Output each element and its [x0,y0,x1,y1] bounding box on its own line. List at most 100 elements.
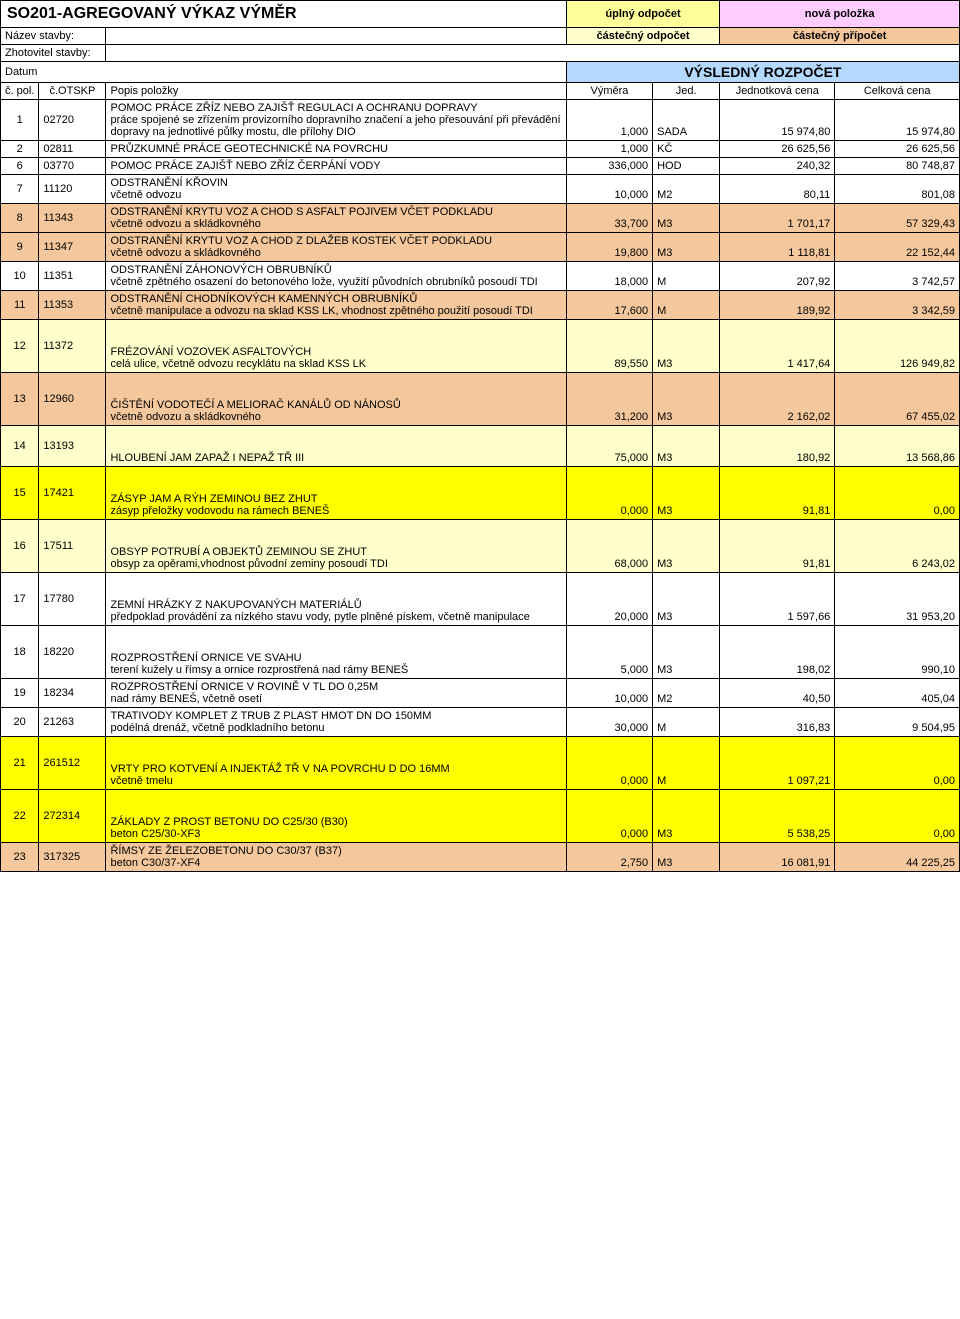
zhotovitel-label: Zhotovitel stavby: [1,45,106,62]
cell-otskp: 18220 [39,626,106,679]
cell-pol: 15 [1,467,39,520]
cell-pol: 7 [1,175,39,204]
cell-pol: 10 [1,262,39,291]
header-row-1: SO201-AGREGOVANÝ VÝKAZ VÝMĚR úplný odpoč… [1,1,960,28]
table-row: 202811PRŮZKUMNÉ PRÁCE GEOTECHNICKÉ NA PO… [1,141,960,158]
cell-otskp: 11351 [39,262,106,291]
cell-popis: ZÁSYP JAM A RÝH ZEMINOU BEZ ZHUT zásyp p… [106,467,566,520]
cell-vymera: 33,700 [566,204,652,233]
cell-ccena: 22 152,44 [835,233,960,262]
table-row: 22272314ZÁKLADY Z PROST BETONU DO C25/30… [1,790,960,843]
table-row: 811343ODSTRANĚNÍ KRYTU VOZ A CHOD S ASFA… [1,204,960,233]
cell-popis: ČIŠTĚNÍ VODOTEČÍ A MELIORAČ KANÁLŮ OD NÁ… [106,373,566,426]
cell-jcena: 198,02 [720,626,835,679]
cell-vymera: 20,000 [566,573,652,626]
cell-jed: M3 [653,467,720,520]
cell-otskp: 261512 [39,737,106,790]
cell-popis: HLOUBENÍ JAM ZAPAŽ I NEPAŽ TŘ III [106,426,566,467]
cell-popis: POMOC PRÁCE ZAJIŠŤ NEBO ZŘÍZ ČERPÁNÍ VOD… [106,158,566,175]
table-row: 1617511OBSYP POTRUBÍ A OBJEKTŮ ZEMINOU S… [1,520,960,573]
header-row-4: Datum VÝSLEDNÝ ROZPOČET [1,62,960,83]
cell-ccena: 80 748,87 [835,158,960,175]
cell-jcena: 91,81 [720,520,835,573]
cell-otskp: 11343 [39,204,106,233]
cell-jcena: 1 417,64 [720,320,835,373]
cell-pol: 12 [1,320,39,373]
cell-otskp: 03770 [39,158,106,175]
cell-vymera: 336,000 [566,158,652,175]
cell-popis: ZEMNÍ HRÁZKY Z NAKUPOVANÝCH MATERIÁLŮ př… [106,573,566,626]
col-celk-cena: Celková cena [835,83,960,100]
cell-otskp: 272314 [39,790,106,843]
cell-ccena: 126 949,82 [835,320,960,373]
table-row: 1111353ODSTRANĚNÍ CHODNÍKOVÝCH KAMENNÝCH… [1,291,960,320]
cell-vymera: 1,000 [566,141,652,158]
cell-ccena: 405,04 [835,679,960,708]
table-row: 1413193HLOUBENÍ JAM ZAPAŽ I NEPAŽ TŘ III… [1,426,960,467]
cell-popis: PRŮZKUMNÉ PRÁCE GEOTECHNICKÉ NA POVRCHU [106,141,566,158]
cell-jed: M3 [653,373,720,426]
cell-jcena: 1 701,17 [720,204,835,233]
cell-popis: ODSTRANĚNÍ CHODNÍKOVÝCH KAMENNÝCH OBRUBN… [106,291,566,320]
cell-pol: 16 [1,520,39,573]
cell-otskp: 11353 [39,291,106,320]
cell-jcena: 316,83 [720,708,835,737]
cell-otskp: 02720 [39,100,106,141]
cell-jed: M [653,737,720,790]
tag-full-deduct: úplný odpočet [566,1,719,28]
cell-vymera: 2,750 [566,843,652,872]
cell-vymera: 0,000 [566,790,652,843]
table-row: 1312960ČIŠTĚNÍ VODOTEČÍ A MELIORAČ KANÁL… [1,373,960,426]
cell-vymera: 30,000 [566,708,652,737]
cell-jcena: 2 162,02 [720,373,835,426]
cell-ccena: 31 953,20 [835,573,960,626]
cell-otskp: 18234 [39,679,106,708]
cell-otskp: 11120 [39,175,106,204]
cell-ccena: 990,10 [835,626,960,679]
cell-jed: M3 [653,626,720,679]
cell-popis: ROZPROSTŘENÍ ORNICE VE SVAHU terení kuže… [106,626,566,679]
cell-jed: M3 [653,233,720,262]
cell-jed: M3 [653,426,720,467]
cell-pol: 11 [1,291,39,320]
cell-jed: M3 [653,790,720,843]
cell-otskp: 21263 [39,708,106,737]
cell-pol: 2 [1,141,39,158]
cell-jcena: 180,92 [720,426,835,467]
cell-pol: 8 [1,204,39,233]
cell-pol: 18 [1,626,39,679]
cell-jed: M [653,291,720,320]
cell-popis: FRÉZOVÁNÍ VOZOVEK ASFALTOVÝCH celá ulice… [106,320,566,373]
cell-popis: ZÁKLADY Z PROST BETONU DO C25/30 (B30) b… [106,790,566,843]
cell-otskp: 13193 [39,426,106,467]
table-row: 23317325ŘÍMSY ZE ŽELEZOBETONU DO C30/37 … [1,843,960,872]
cell-popis: VRTY PRO KOTVENÍ A INJEKTÁŽ TŘ V NA POVR… [106,737,566,790]
table-row: 911347ODSTRANĚNÍ KRYTU VOZ A CHOD Z DLAŽ… [1,233,960,262]
cell-popis: POMOC PRÁCE ZŘÍZ NEBO ZAJIŠŤ REGULACI A … [106,100,566,141]
cell-ccena: 9 504,95 [835,708,960,737]
tag-partial-add: částečný přípočet [720,28,960,45]
cell-ccena: 3 342,59 [835,291,960,320]
cell-pol: 20 [1,708,39,737]
cell-vymera: 17,600 [566,291,652,320]
cell-ccena: 57 329,43 [835,204,960,233]
cell-otskp: 11347 [39,233,106,262]
cell-pol: 22 [1,790,39,843]
cell-pol: 14 [1,426,39,467]
cell-pol: 21 [1,737,39,790]
cell-jed: M2 [653,679,720,708]
cell-ccena: 3 742,57 [835,262,960,291]
table-row: 603770POMOC PRÁCE ZAJIŠŤ NEBO ZŘÍZ ČERPÁ… [1,158,960,175]
cell-jed: SADA [653,100,720,141]
cell-ccena: 0,00 [835,467,960,520]
vysledny-rozpocet: VÝSLEDNÝ ROZPOČET [566,62,959,83]
cell-pol: 23 [1,843,39,872]
nazev-stavby-value [106,28,566,45]
datum-label: Datum [1,62,567,83]
cell-jcena: 1 597,66 [720,573,835,626]
cell-pol: 13 [1,373,39,426]
cell-pol: 17 [1,573,39,626]
cell-vymera: 0,000 [566,467,652,520]
col-jedn-cena: Jednotková cena [720,83,835,100]
cell-jed: M3 [653,843,720,872]
